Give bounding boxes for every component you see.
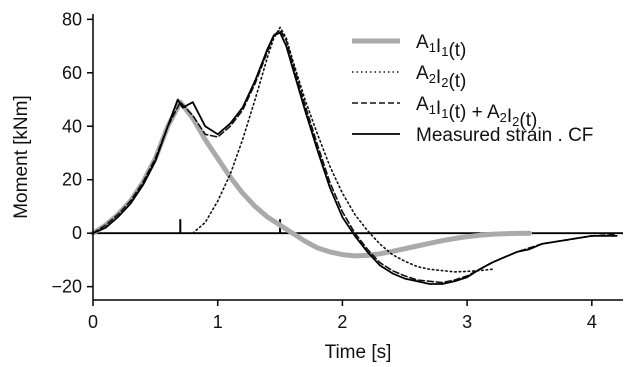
y-tick-label: −20 xyxy=(51,277,82,297)
series-line-1 xyxy=(192,26,493,273)
x-axis-label: Time [s] xyxy=(325,342,392,363)
y-tick-label: 60 xyxy=(62,63,82,83)
legend-label-1: A2I2(t) xyxy=(416,63,466,92)
x-tick-label: 0 xyxy=(88,312,98,332)
legend-label-3: Measured strain . CF xyxy=(416,125,593,146)
x-tick-label: 2 xyxy=(337,312,347,332)
y-tick-label: 80 xyxy=(62,9,82,29)
y-tick-label: 20 xyxy=(62,170,82,190)
legend: A1I1(t)A2I2(t)A1I1(t) + A2I2(t)Measured … xyxy=(352,32,593,146)
axes: 0 1 2 3 4 −20 0 20 40 60 80 xyxy=(51,9,623,332)
legend-label-2: A1I1(t) + A2I2(t) xyxy=(416,94,537,131)
x-tick-label: 1 xyxy=(213,312,223,332)
y-tick-label: 0 xyxy=(72,223,82,243)
x-tick-label: 3 xyxy=(462,312,472,332)
y-tick-label: 40 xyxy=(62,116,82,136)
plot-area xyxy=(90,26,623,285)
series-line-3 xyxy=(92,31,618,285)
x-tick-label: 4 xyxy=(587,312,597,332)
y-axis-label: Moment [kNm] xyxy=(11,95,32,219)
legend-label-0: A1I1(t) xyxy=(416,32,466,61)
